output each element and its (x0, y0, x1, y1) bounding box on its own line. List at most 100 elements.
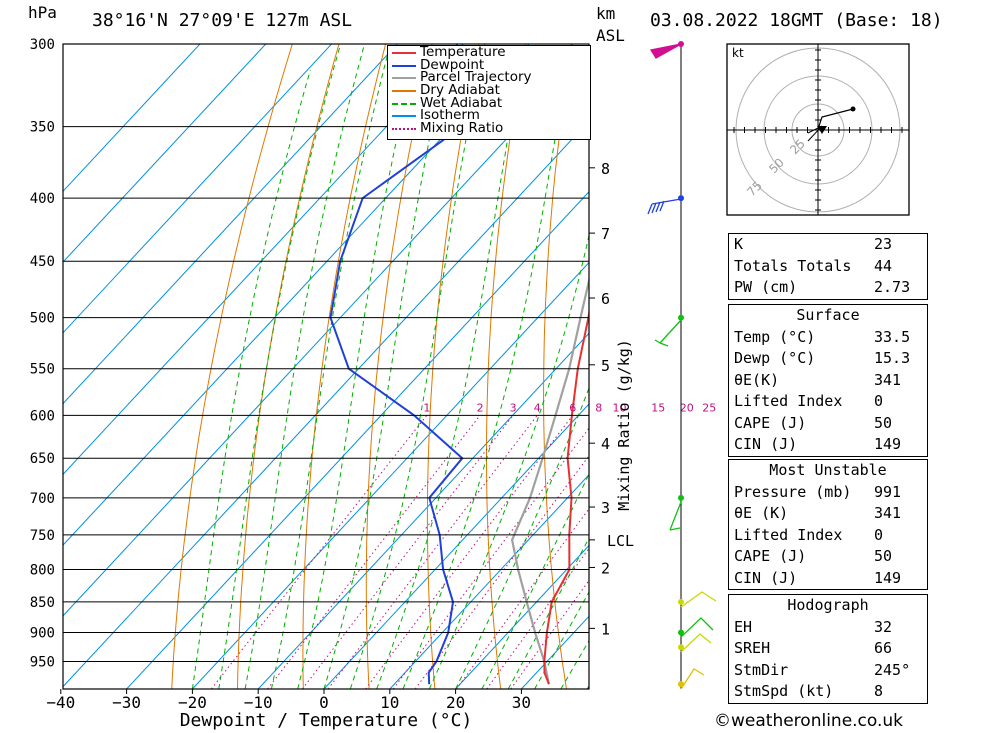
isotherm-line (63, 44, 464, 476)
row-value: 50 (874, 547, 893, 565)
wet-adiabat-line (270, 44, 391, 689)
mixing-ratio-label: 1 (423, 401, 430, 414)
row-key: Temp (°C) (734, 327, 816, 346)
legend-swatch (392, 102, 416, 105)
row-value: 15.3 (874, 349, 911, 367)
pressure-tick-label: 350 (30, 120, 55, 136)
table-row: Lifted Index 0 (729, 525, 927, 547)
km-tick-label: 6 (601, 290, 610, 308)
legend: Temperature Dewpoint Parcel Trajectory Dry … (387, 45, 591, 140)
row-value: 149 (874, 435, 902, 453)
isotherm-line (63, 44, 333, 334)
wind-barb (654, 319, 682, 347)
wet-adiabat-line (455, 386, 589, 689)
dry-adiabat-line (945, 26, 1000, 689)
hodograph-point (850, 106, 856, 112)
row-value: 32 (874, 617, 893, 636)
mixing-ratio-label: 10 (612, 401, 626, 414)
dry-adiabat-line (302, 44, 387, 689)
wet-adiabat-line (349, 44, 486, 689)
dry-adiabat-line (653, 26, 699, 689)
x-tick-label: 30 (512, 693, 531, 712)
table-row: Totals Totals 44 (729, 256, 927, 278)
wind-barb (680, 633, 712, 653)
wind-barb (669, 501, 682, 531)
row-key: Dewp (°C) (734, 349, 816, 367)
pressure-tick-label: 950 (30, 655, 55, 671)
hodograph-table: Hodograph EH 32 SREH 66 StmDir 245° StmSpd (kt… (728, 594, 928, 704)
x-tick-label: −40 (46, 693, 75, 712)
row-key: Lifted Index (734, 392, 843, 410)
dry-adiabat-line (171, 44, 293, 689)
row-key: θE(K) (734, 370, 780, 389)
row-value: 23 (874, 235, 893, 253)
wind-level-dot (678, 644, 684, 651)
legend-item: Temperature (388, 45, 590, 59)
isotherm-line (389, 474, 589, 689)
copyright: ©weatheronline.co.uk (714, 711, 904, 731)
x-tick-label: 10 (380, 693, 399, 712)
row-key: CIN (J) (734, 435, 798, 453)
dewpoint-line (329, 44, 474, 685)
km-label: km (596, 4, 616, 23)
legend-label: Wet Adiabat (420, 94, 503, 111)
row-value: 44 (874, 256, 893, 275)
table-row: EH 32 (729, 617, 927, 639)
legend-label: Parcel Trajectory (420, 69, 532, 86)
legend-item: Dry Adiabat (388, 83, 590, 97)
most-unstable-table: Most Unstable Pressure (mb) 991 θE (K) 341 L… (728, 459, 928, 590)
row-value: 2.73 (874, 278, 911, 296)
pressure-tick-label: 600 (30, 408, 55, 424)
row-key: Pressure (mb) (734, 482, 852, 501)
wet-adiabat-line (191, 69, 311, 689)
wind-level-dot (678, 494, 684, 501)
row-key: θE (K) (734, 504, 789, 522)
row-key: StmSpd (kt) (734, 682, 834, 700)
most-unstable-title: Most Unstable (769, 461, 887, 479)
isotherm-line (126, 191, 589, 689)
dry-adiabat-line (365, 44, 433, 689)
mixing-ratio-label: 3 (510, 401, 517, 414)
mixing-ratio-label: 4 (534, 401, 541, 414)
mixing-ratio-label: 20 (680, 401, 694, 414)
x-tick-label: −20 (178, 693, 207, 712)
x-tick-label: 20 (446, 693, 465, 712)
hodograph-storm-marker (817, 126, 827, 134)
km-tick-label: 4 (601, 435, 610, 453)
legend-item: Isotherm (388, 109, 590, 122)
isotherm-line (455, 544, 589, 689)
surface-table: Surface Temp (°C) 33.5 Dewp (°C) 15.3 θE(K) 3… (728, 304, 928, 457)
row-value: 8 (874, 682, 884, 700)
mixing-ratio-label: 2 (477, 401, 484, 414)
pressure-tick-label: 700 (30, 491, 55, 507)
hodograph-title: Hodograph (787, 596, 869, 614)
mixing-ratio-line (267, 414, 481, 689)
row-key: SREH (734, 639, 771, 657)
km-tick-label: 2 (601, 559, 610, 577)
row-value: 33.5 (874, 327, 911, 346)
legend-swatch (392, 64, 416, 67)
asl-label: ASL (596, 26, 625, 45)
mixing-ratio-label: 8 (595, 401, 602, 414)
isotherm-line (63, 44, 267, 263)
table-row: SREH 66 (729, 638, 927, 660)
row-value: 341 (874, 504, 902, 522)
isotherm-line (192, 261, 589, 689)
pressure-tick-label: 650 (30, 451, 55, 467)
pressure-tick-label: 850 (30, 595, 55, 611)
legend-swatch (392, 128, 416, 131)
km-tick-label: 7 (601, 225, 610, 243)
km-tick-label: 8 (601, 160, 610, 178)
wind-level-dot (678, 598, 684, 605)
surface-title: Surface (796, 306, 860, 324)
isotherm-line (63, 44, 201, 193)
table-row: CIN (J) 149 (729, 434, 927, 456)
row-key: Lifted Index (734, 525, 843, 544)
row-value: 0 (874, 525, 884, 544)
x-tick-label: 0 (319, 693, 329, 712)
wet-adiabat-line (297, 44, 420, 689)
table-row: Dewp (°C) 15.3 (729, 348, 927, 370)
isotherm-line (257, 332, 589, 689)
x-tick-label: −30 (112, 693, 141, 712)
hodograph-unit: kt (732, 46, 744, 60)
